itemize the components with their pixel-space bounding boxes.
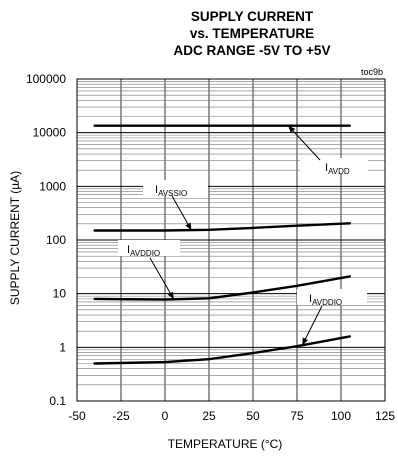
leader-arrow — [302, 337, 309, 346]
series-line-2 — [93, 222, 351, 232]
y-tick-label: 10 — [53, 287, 67, 301]
leader-line — [149, 257, 175, 300]
series-label-subscript: AVDDIO — [130, 249, 160, 258]
x-tick-label: 75 — [290, 409, 304, 423]
leader-line — [287, 125, 321, 161]
label-box — [143, 180, 208, 196]
y-tick-label: 1 — [59, 340, 66, 354]
leader-line — [301, 305, 323, 346]
x-tick-label: -50 — [68, 409, 86, 423]
x-tick-label: 25 — [202, 409, 216, 423]
series-line-3 — [93, 275, 351, 301]
y-tick-label: 100000 — [26, 72, 66, 86]
x-tick-label: -25 — [112, 409, 130, 423]
label-box — [300, 158, 368, 174]
y-tick-label: 10000 — [33, 126, 67, 140]
grid — [77, 79, 385, 401]
title-line-1: SUPPLY CURRENT — [191, 9, 314, 24]
series-line-4 — [93, 335, 351, 365]
label-box — [118, 240, 180, 256]
series-group — [93, 124, 351, 365]
leader-arrow — [185, 222, 192, 231]
x-tick-label: 125 — [375, 409, 395, 423]
x-tick-label: 0 — [162, 409, 169, 423]
series-label-subscript: AVDDIO — [312, 298, 342, 307]
y-tick-label: 100 — [46, 233, 66, 247]
x-axis-ticks: -50 -25 0 25 50 75 100 125 — [68, 409, 395, 423]
title-line-2: vs. TEMPERATURE — [190, 26, 314, 41]
x-tick-label: 100 — [331, 409, 351, 423]
x-tick-label: 50 — [246, 409, 260, 423]
y-tick-label: 1000 — [39, 179, 66, 193]
figure-id: toc9b — [361, 67, 383, 77]
y-tick-label: 0.1 — [49, 394, 66, 408]
plot-frame — [76, 78, 386, 402]
y-axis-ticks: 0.1 1 10 100 1000 10000 100000 — [26, 72, 66, 408]
chart-title: SUPPLY CURRENT vs. TEMPERATURE ADC RANGE… — [174, 9, 331, 58]
label-box — [297, 289, 367, 305]
leader-arrow — [288, 125, 296, 133]
leader-arrow — [167, 291, 174, 300]
y-axis-label: SUPPLY CURRENT (µA) — [8, 171, 22, 305]
series-label-subscript: AVSSIO — [158, 189, 187, 198]
title-line-3: ADC RANGE -5V TO +5V — [174, 43, 331, 58]
series-label-subscript: AVDD — [328, 167, 350, 176]
x-axis-label: TEMPERATURE (°C) — [168, 437, 283, 451]
